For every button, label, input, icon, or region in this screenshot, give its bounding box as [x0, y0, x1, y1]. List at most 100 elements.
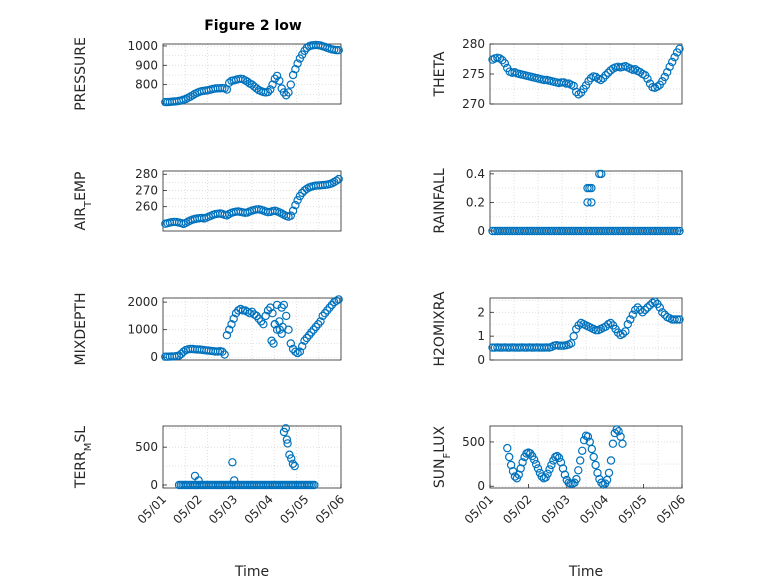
terr-msl-series — [174, 424, 319, 490]
data-point — [229, 314, 238, 323]
data-point — [658, 76, 667, 86]
figure-title: Figure 2 low — [204, 18, 302, 34]
data-point — [272, 71, 282, 81]
sun-flux-y-axis-label: SUNFLUX — [432, 425, 453, 488]
data-point — [263, 87, 273, 97]
pressure-y-axis-label: PRESSURE — [73, 37, 89, 111]
data-point — [247, 307, 257, 316]
data-point — [604, 68, 613, 78]
data-point — [286, 80, 295, 89]
data-point — [291, 64, 300, 74]
data-point — [618, 439, 627, 448]
data-point — [636, 305, 645, 315]
data-point — [269, 339, 278, 348]
data-point — [601, 70, 610, 80]
data-point — [295, 347, 305, 356]
x-tick-label: 05/01 — [462, 492, 496, 526]
air-temp-axes-box — [162, 170, 342, 232]
sun-flux-series — [503, 425, 627, 489]
data-point — [608, 439, 618, 448]
y-tick-label: 800 — [135, 78, 158, 92]
sun-flux-axes-box — [489, 425, 683, 489]
x-tick-label: 05/03 — [539, 492, 573, 526]
y-tick-label: 1 — [477, 329, 485, 343]
theta-y-axis-label: THETA — [432, 51, 448, 97]
mixdepth-y-axis-label: MIXDEPTH — [73, 293, 89, 366]
data-point — [290, 461, 299, 471]
data-point — [668, 57, 677, 67]
data-point — [286, 211, 295, 220]
data-point — [591, 460, 600, 470]
rainfall-y-axis-label: RAINFALL — [432, 168, 448, 233]
x-tick-label: 05/05 — [615, 492, 649, 526]
data-point — [578, 446, 587, 455]
data-point — [562, 79, 571, 88]
data-point — [574, 90, 583, 99]
data-point — [583, 198, 592, 207]
data-point — [503, 443, 512, 453]
data-point — [179, 347, 188, 356]
y-tick-label: 500 — [462, 435, 485, 449]
data-point — [272, 300, 282, 310]
x-tick-label: 05/05 — [277, 492, 311, 526]
data-point — [655, 303, 665, 312]
data-point — [531, 459, 541, 469]
y-tick-label: 900 — [135, 58, 158, 72]
data-point — [334, 174, 343, 184]
data-point — [526, 449, 535, 458]
y-tick-label: 0 — [477, 353, 485, 367]
data-point — [572, 474, 581, 484]
data-point — [604, 468, 614, 478]
data-point — [574, 466, 583, 475]
data-point — [587, 198, 596, 207]
h2omixra-series — [488, 297, 684, 352]
data-point — [623, 320, 633, 329]
y-tick-label: 280 — [462, 37, 485, 51]
h2omixra-subplot: 0 1 2 H2OMIXRA — [432, 291, 684, 367]
data-point — [256, 317, 266, 326]
data-point — [283, 439, 292, 448]
rainfall-subplot: 0 0.2 0.4 RAINFALL — [432, 167, 684, 238]
data-point — [323, 306, 332, 315]
data-point — [287, 454, 296, 463]
data-point — [653, 82, 662, 91]
data-point — [288, 459, 298, 468]
mixdepth-subplot: 0 1000 2000 MIXDEPTH — [73, 293, 343, 366]
sun-flux-x-axis-label: Time — [568, 564, 603, 580]
data-point — [229, 476, 239, 485]
y-tick-label: 0.4 — [466, 167, 485, 181]
y-tick-label: 0 — [150, 478, 158, 492]
data-point — [643, 303, 652, 312]
data-point — [275, 325, 284, 334]
data-point — [631, 305, 640, 315]
data-point — [268, 309, 277, 318]
data-point — [316, 317, 325, 326]
x-tick-label: 05/02 — [500, 492, 534, 526]
data-point — [291, 347, 300, 356]
data-point — [626, 315, 635, 324]
data-point — [670, 315, 679, 324]
data-point — [583, 432, 593, 441]
data-point — [275, 76, 284, 86]
data-point — [675, 226, 684, 236]
data-point — [259, 320, 268, 329]
rainfall-series — [488, 169, 684, 236]
data-point — [665, 62, 674, 72]
data-point — [589, 452, 598, 462]
data-point — [281, 424, 290, 433]
y-tick-label: 1000 — [127, 39, 158, 53]
data-point — [587, 444, 597, 454]
data-point — [606, 456, 616, 465]
data-point — [547, 460, 556, 470]
data-point — [224, 78, 234, 87]
data-point — [643, 74, 652, 84]
h2omixra-y-axis-label: H2OMIXRA — [432, 291, 448, 366]
data-point — [238, 306, 248, 315]
data-point — [293, 195, 302, 205]
air-temp-subplot: 260 270 280 AIRTEMP — [73, 167, 343, 232]
data-point — [633, 303, 642, 312]
data-point — [278, 322, 287, 332]
data-point — [495, 54, 504, 63]
air-temp-y-axis-label: AIRTEMP — [73, 172, 94, 231]
